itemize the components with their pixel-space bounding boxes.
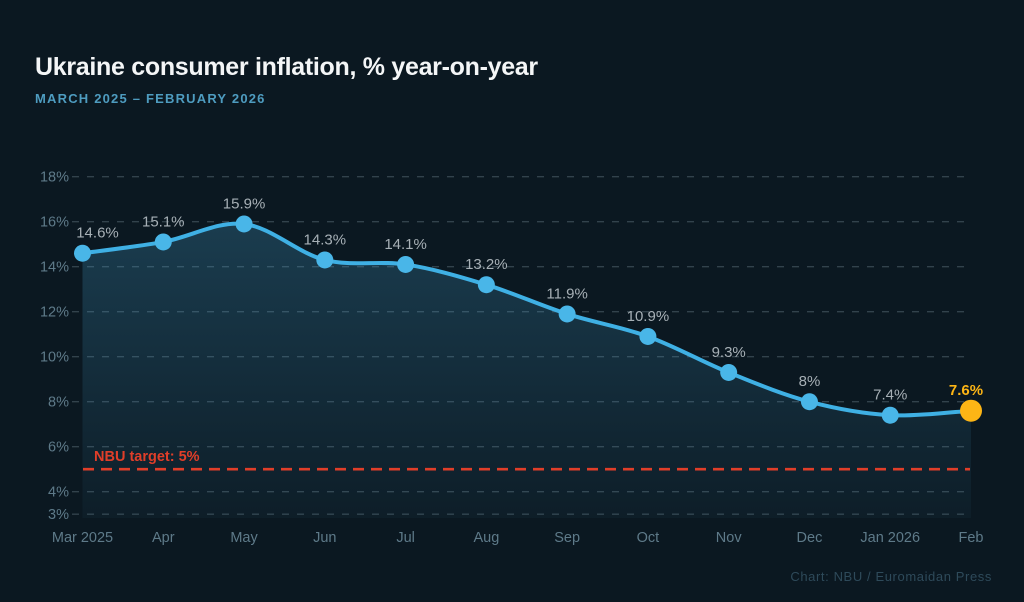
data-point-marker	[720, 363, 738, 381]
data-point-label: 9.3%	[712, 344, 746, 361]
x-tick-label: Mar 2025	[52, 530, 113, 546]
y-tick-label: 4%	[48, 485, 69, 501]
x-tick-label: Jun	[313, 530, 336, 546]
x-tick-label: Aug	[473, 530, 499, 546]
y-tick-label: 16%	[40, 215, 69, 231]
data-point-marker	[558, 305, 576, 323]
data-point-label: 15.9%	[223, 195, 266, 212]
highlighted-data-point-marker	[960, 399, 982, 422]
grid-lines: 3% 4% 6% 8% 10% 12% 14% 16% 18%	[40, 170, 970, 523]
data-point-label: 15.1%	[142, 213, 185, 230]
data-points: 14.6% 15.1% 15.9% 14.3% 14.1% 13.2% 11.9% 10.9%…	[74, 195, 983, 424]
data-point-label: 13.2%	[465, 256, 508, 273]
x-tick-label: Feb	[959, 530, 984, 546]
data-point-label: 14.3%	[304, 231, 347, 248]
y-tick-label: 8%	[48, 395, 69, 411]
chart-subtitle: MARCH 2025 – FEBRUARY 2026	[35, 91, 266, 106]
data-point-marker	[397, 255, 415, 273]
data-point-label: 14.1%	[384, 236, 427, 253]
data-point-label: 10.9%	[627, 308, 670, 325]
data-point-marker	[74, 244, 91, 262]
y-tick-label: 10%	[40, 350, 69, 366]
data-point-marker	[235, 215, 253, 233]
data-point-label: 14.6%	[76, 225, 119, 242]
y-tick-label: 14%	[40, 260, 69, 276]
series-area	[82, 223, 971, 518]
x-tick-label: Sep	[554, 530, 580, 546]
y-tick-label: 3%	[48, 507, 69, 523]
x-tick-label: Jan 2026	[860, 530, 920, 546]
data-point-marker	[154, 233, 172, 251]
y-tick-label: 18%	[40, 170, 69, 186]
x-tick-label: Dec	[797, 530, 823, 546]
data-point-marker	[316, 251, 334, 269]
chart-credit: Chart: NBU / Euromaidan Press	[790, 569, 992, 584]
y-tick-label: 6%	[48, 440, 69, 456]
data-point-marker	[477, 276, 495, 294]
data-point-label: 11.9%	[546, 285, 587, 302]
y-tick-label: 12%	[40, 305, 69, 321]
x-axis-labels: Mar 2025 Apr May Jun Jul Aug Sep Oct Nov Dec Jan 2…	[52, 530, 984, 546]
x-tick-label: Nov	[716, 530, 743, 546]
data-point-marker	[800, 393, 818, 411]
data-point-label: 7.4%	[873, 387, 907, 404]
x-tick-label: Jul	[396, 530, 415, 546]
x-tick-label: May	[230, 530, 258, 546]
data-point-marker	[639, 327, 657, 345]
target-line-label: NBU target: 5%	[94, 449, 200, 465]
data-point-label: 8%	[799, 373, 821, 390]
x-tick-label: Apr	[152, 530, 175, 546]
data-point-marker	[881, 406, 899, 424]
page-title: Ukraine consumer inflation, % year-on-ye…	[35, 53, 538, 81]
data-point-label: 7.6%	[949, 382, 983, 399]
x-tick-label: Oct	[637, 530, 660, 546]
